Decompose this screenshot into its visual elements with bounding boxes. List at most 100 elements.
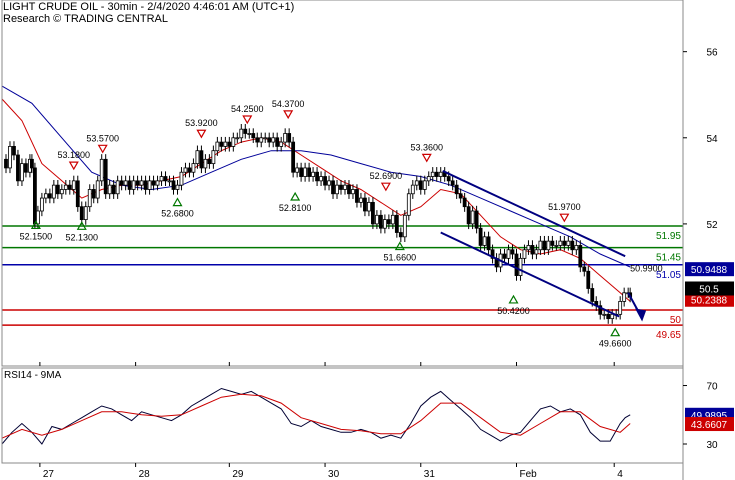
candle-body xyxy=(335,184,339,195)
candle-body xyxy=(374,214,379,225)
candle-body xyxy=(79,206,84,221)
candle-body xyxy=(299,167,304,177)
swing-high-label: 52.6900 xyxy=(370,171,403,181)
candle-body xyxy=(470,210,475,225)
rsi-title: RSI14 - 9MA xyxy=(4,370,62,381)
candle-body xyxy=(111,184,116,195)
candle-body xyxy=(402,214,407,238)
candle-body xyxy=(323,176,327,186)
level-label: 51.05 xyxy=(656,270,681,281)
candle-body xyxy=(8,145,12,169)
candle-body xyxy=(562,240,567,246)
candle-body xyxy=(522,249,527,259)
swing-low-marker xyxy=(172,197,183,207)
x-tick-label: 29 xyxy=(232,469,244,480)
candle-body xyxy=(123,180,128,186)
x-tick-label: 30 xyxy=(328,469,340,480)
candle-body xyxy=(311,171,315,177)
candle-body xyxy=(107,184,112,195)
x-tick-label: 31 xyxy=(424,469,436,480)
swing-high-label: 51.9700 xyxy=(548,202,581,212)
candle-body xyxy=(343,184,347,190)
candle-body xyxy=(135,180,140,186)
level-label: 50 xyxy=(670,315,682,326)
candle-body xyxy=(390,214,395,225)
swing-high-marker xyxy=(97,144,108,154)
candle-body xyxy=(171,180,176,190)
candle-body xyxy=(231,137,236,147)
price-tag-label: 50.9488 xyxy=(691,265,728,276)
swing-high-label: 54.2500 xyxy=(231,104,264,114)
candle-body xyxy=(546,240,551,251)
swing-low-label: 49.6600 xyxy=(599,339,632,349)
candle-body xyxy=(87,189,92,208)
candle-body xyxy=(71,180,76,190)
candle-body xyxy=(410,184,415,195)
candle-body xyxy=(139,180,144,186)
price-tag xyxy=(685,292,734,307)
candle-body xyxy=(235,137,240,140)
candle-body xyxy=(99,158,104,182)
candle-body xyxy=(327,180,331,186)
swing-low-label: 51.6600 xyxy=(384,253,417,263)
price-tag-label: 50.2388 xyxy=(691,296,728,307)
candle-body xyxy=(47,193,52,199)
candle-body xyxy=(438,171,443,177)
swing-low-label: 50.4200 xyxy=(497,306,530,316)
axes: 56 54 52 70 30 27 28 29 30 31 Feb 4 xyxy=(1,0,718,480)
candle-body xyxy=(24,163,28,173)
candle-body xyxy=(55,184,60,195)
candle-body xyxy=(319,176,323,182)
candle-body xyxy=(526,245,531,251)
swing-low-marker xyxy=(508,294,519,304)
candle-body xyxy=(466,206,471,225)
candle-body xyxy=(586,270,591,289)
swing-high-marker xyxy=(380,182,391,192)
swing-low-label: 52.1300 xyxy=(65,232,98,242)
rsi-tag-label: 49.9895 xyxy=(691,411,728,422)
candle-body xyxy=(207,158,212,165)
chart-subtitle: Research © TRADING CENTRAL xyxy=(3,13,168,25)
swing-high-marker xyxy=(559,213,570,223)
candle-body xyxy=(191,163,196,173)
candle-body xyxy=(223,141,228,147)
candle-body xyxy=(83,206,88,221)
candle-body xyxy=(159,176,164,182)
candle-body xyxy=(20,163,24,182)
swing-low-label: 52.1500 xyxy=(20,231,53,241)
candle-body xyxy=(307,167,311,177)
candle-body xyxy=(115,180,120,195)
candle-body xyxy=(378,214,383,229)
candle-body xyxy=(43,193,48,199)
candle-body xyxy=(382,219,387,229)
candle-body xyxy=(295,167,300,173)
candle-body xyxy=(502,253,507,259)
swing-high-label: 53.9200 xyxy=(185,118,218,128)
candle-body xyxy=(339,184,343,190)
candle-body xyxy=(259,137,264,143)
candle-body xyxy=(187,167,192,173)
candle-body xyxy=(291,141,296,173)
candle-body xyxy=(103,158,108,195)
swing-high-marker xyxy=(421,153,432,163)
candle-body xyxy=(131,180,136,190)
x-tick-label: 27 xyxy=(43,469,55,480)
annotation-label: 50.9900 xyxy=(630,263,663,273)
price-panel: 51.95 51.45 51.05 50 49.65 52.1500 52.1300 53.1… xyxy=(1,85,683,349)
candle-body xyxy=(618,301,623,315)
candle-body xyxy=(386,219,391,225)
candle-body xyxy=(271,137,276,143)
candle-body xyxy=(351,189,355,195)
candle-body xyxy=(75,180,80,208)
candle-body xyxy=(570,240,575,251)
swing-high-marker xyxy=(68,161,79,171)
candle-body xyxy=(359,197,363,203)
candle-body xyxy=(95,180,100,199)
channel-line xyxy=(440,231,620,318)
candle-body xyxy=(239,128,244,139)
swing-low-marker xyxy=(610,327,621,337)
swing-high-marker xyxy=(196,129,207,139)
candle-body xyxy=(554,245,559,247)
price-tag xyxy=(685,262,734,277)
